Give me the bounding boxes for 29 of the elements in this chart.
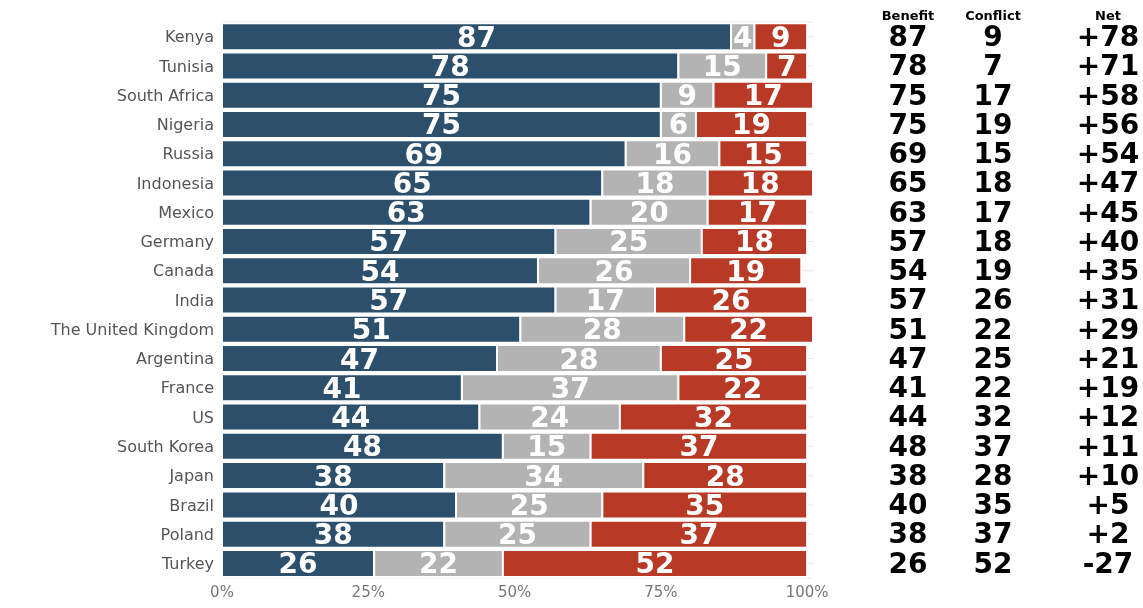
y-tick-label: US [192,407,214,427]
text: Net [1094,8,1122,23]
y-tick-label: The United Kingdom [49,319,214,339]
y-tick-label: South Africa [116,85,214,105]
y-tick-label: Poland [160,524,214,544]
y-tick-label: Nigeria [156,115,214,135]
y-tick-label: France [160,378,214,398]
x-tick-label: 75% [644,582,678,601]
text: Conflict [964,8,1022,23]
y-tick-label: Tunisia [158,56,214,76]
y-tick-label: Kenya [165,27,214,47]
y-tick-label: Mexico [158,202,214,222]
y-tick-label: Turkey [160,554,214,574]
y-tick-label: Argentina [135,349,214,369]
text: Benefit [880,8,936,23]
annotation: 52 [635,547,675,581]
x-tick-label: 50% [497,582,532,601]
y-tick-label: Indonesia [136,173,214,193]
x-tick-label: 100% [785,582,829,601]
data-label: 22 [419,547,458,581]
y-tick-label: Russia [162,144,214,164]
x-tick-label: 25% [351,582,385,601]
x-tick-label: 0% [210,582,234,601]
y-tick-label: Brazil [169,495,214,515]
y-tick-label: Japan [168,466,214,486]
y-tick-label: Germany [140,232,214,252]
y-tick-label: Canada [153,261,214,281]
y-tick-label: India [174,290,214,310]
y-tick-label: South Korea [117,437,214,456]
